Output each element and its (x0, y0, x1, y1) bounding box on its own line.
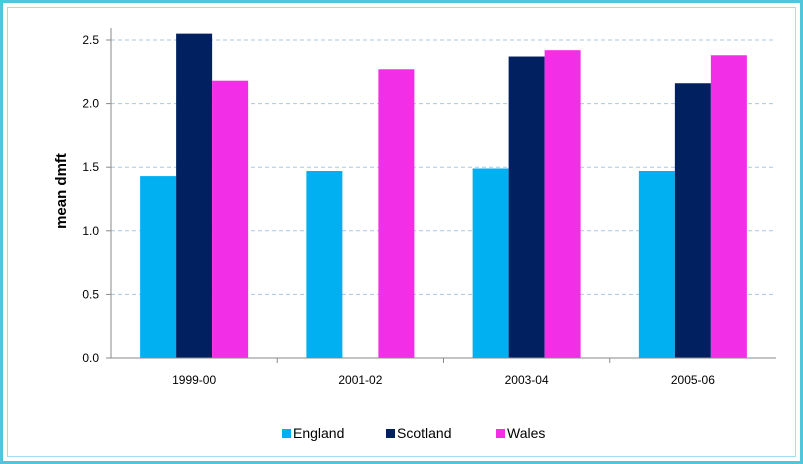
legend-swatch-scotland (386, 429, 395, 438)
bar-wales (212, 80, 249, 358)
y-tick-label: 0.0 (82, 351, 99, 365)
bar-england (140, 176, 177, 358)
legend-label-england: England (293, 425, 344, 441)
x-tick-label: 1999-00 (172, 373, 216, 387)
x-tick-label: 2001-02 (338, 373, 382, 387)
bar-scotland (674, 83, 711, 359)
bar-scotland (508, 56, 545, 358)
legend-swatch-england (282, 429, 291, 438)
bar-england (472, 168, 509, 358)
y-tick-label: 2.0 (82, 97, 99, 111)
legend-label-wales: Wales (507, 425, 545, 441)
y-tick-label: 1.5 (82, 160, 99, 174)
bar-scotland (176, 33, 213, 358)
bars (140, 33, 747, 359)
bar-wales (544, 50, 581, 359)
x-tick-label: 2005-06 (671, 373, 715, 387)
bar-england (306, 171, 343, 358)
bar-wales (710, 55, 747, 358)
y-axis-title: mean dmft (53, 153, 70, 229)
bar-wales (378, 69, 415, 359)
bar-england (638, 171, 675, 358)
chart-frame-inner (7, 7, 796, 457)
y-tick-label: 1.0 (82, 224, 99, 238)
y-tick-label: 0.5 (82, 287, 99, 301)
legend-label-scotland: Scotland (397, 425, 451, 441)
x-tick-labels: 1999-00 2001-02 2003-04 2005-06 (172, 373, 715, 387)
x-tick-label: 2003-04 (505, 373, 549, 387)
axes (106, 28, 776, 363)
y-tick-labels: 0.0 0.5 1.0 1.5 2.0 2.5 (82, 33, 99, 365)
y-tick-label: 2.5 (82, 33, 99, 47)
legend: England Scotland Wales (282, 425, 545, 441)
legend-swatch-wales (496, 429, 505, 438)
